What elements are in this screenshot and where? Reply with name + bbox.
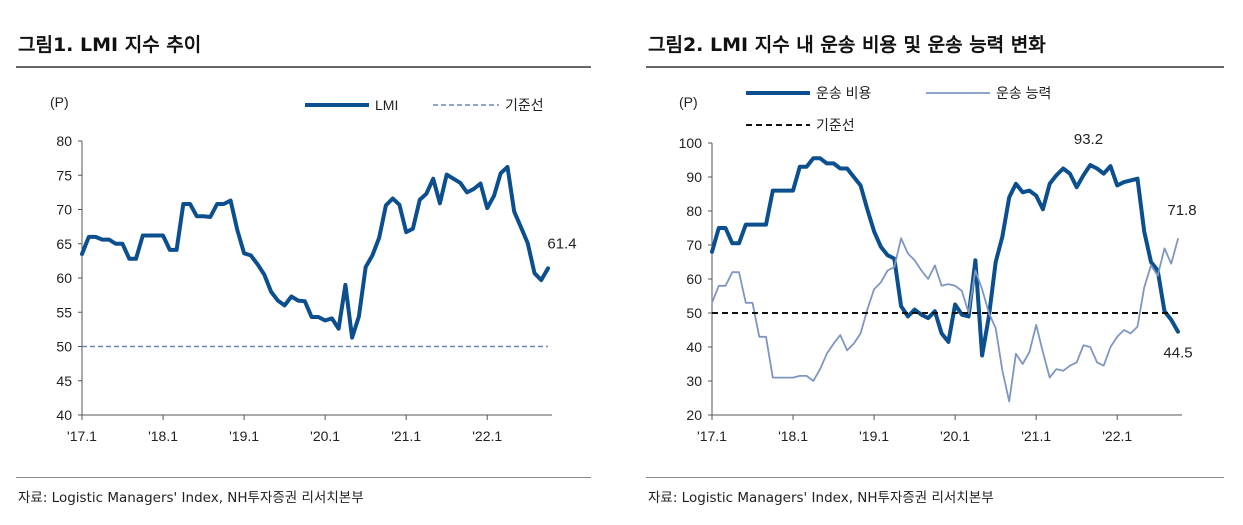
source-divider [16,477,591,478]
x-tick-label: '18.1 [778,428,808,444]
source-divider [646,477,1224,478]
x-tick-label: '20.1 [940,428,970,444]
y-tick-label: 75 [56,167,72,183]
x-tick-label: '20.1 [310,428,340,444]
y-tick-label: 20 [686,407,702,423]
y-tick-label: 60 [686,271,702,287]
x-tick-label: '22.1 [472,428,502,444]
y-tick-label: 65 [56,236,72,252]
lmi-line-chart: (P) 40 45 50 55 60 65 70 75 80 '17.1 '18.1 '19.1 '20.… [50,94,577,444]
data-label: 61.4 [547,235,576,252]
y-tick-label: 45 [56,373,72,389]
x-tick-label: '17.1 [67,428,97,444]
y-tick-label: 70 [686,237,702,253]
y-tick-label: 55 [56,304,72,320]
y-tick-label: 70 [56,202,72,218]
x-tick-label: '22.1 [1102,428,1132,444]
y-tick-label: 80 [56,133,72,149]
transport-line-chart: (P) 20 30 40 50 60 70 80 90 100 '17.1 '18.1 '19.1 '20… [679,85,1197,444]
title-divider [646,66,1224,68]
source-note: 자료: Logistic Managers' Index, NH투자증권 리서치… [648,490,994,506]
chart-title-lmi: 그림1. LMI 지수 추이 [18,34,202,56]
right-chart-panel: 그림2. LMI 지수 내 운송 비용 및 운송 능력 변화 (P) 20 30 40… [622,0,1243,525]
legend-label-baseline: 기준선 [816,117,855,133]
x-tick-label: '18.1 [148,428,178,444]
data-label: 93.2 [1074,131,1103,148]
y-tick-label: 50 [56,339,72,355]
x-tick-label: '19.1 [229,428,259,444]
left-chart-panel: 그림1. LMI 지수 추이 (P) 40 45 50 55 60 65 70 75 80 '17.… [0,0,600,525]
y-unit-label: (P) [679,94,698,110]
y-tick-label: 80 [686,203,702,219]
y-tick-label: 30 [686,373,702,389]
x-tick-label: '19.1 [859,428,889,444]
legend-label-lmi: LMI [375,97,398,113]
y-unit-label: (P) [50,94,69,110]
source-note: 자료: Logistic Managers' Index, NH투자증권 리서치… [18,490,364,506]
y-tick-label: 50 [686,305,702,321]
data-label: 44.5 [1163,345,1192,362]
x-tick-label: '21.1 [391,428,421,444]
series-line-primary [80,165,550,340]
x-tick-label: '21.1 [1021,428,1051,444]
legend-label-cost: 운송 비용 [816,85,872,101]
y-tick-label: 40 [686,339,702,355]
y-tick-label: 100 [679,135,703,151]
data-label: 71.8 [1167,202,1196,219]
y-tick-label: 40 [56,407,72,423]
x-tick-label: '17.1 [697,428,727,444]
legend-label-baseline: 기준선 [505,97,544,113]
y-tick-label: 90 [686,169,702,185]
legend-label-capacity: 운송 능력 [996,85,1051,101]
title-divider [16,66,591,68]
series-line-secondary [711,237,1179,403]
y-tick-label: 60 [56,270,72,286]
series-line-primary [710,156,1180,358]
chart-title-transport: 그림2. LMI 지수 내 운송 비용 및 운송 능력 변화 [648,34,1046,56]
